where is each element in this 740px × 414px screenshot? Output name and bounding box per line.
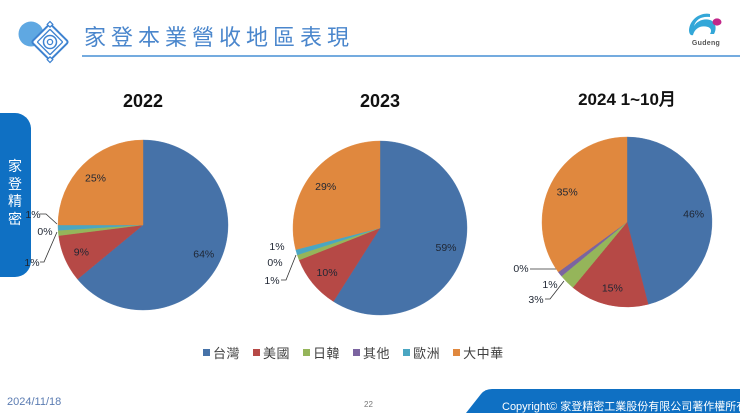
leader-line bbox=[40, 231, 58, 263]
chart-title-2023: 2023 bbox=[359, 91, 401, 111]
leader-line bbox=[545, 280, 565, 300]
legend-swatch-icon bbox=[203, 348, 210, 356]
pie-slice bbox=[77, 139, 229, 311]
pie-slice bbox=[626, 136, 713, 305]
data-label: 0% bbox=[513, 263, 528, 275]
legend-swatch-icon bbox=[353, 348, 361, 356]
legend-label: 日韓 bbox=[313, 345, 341, 361]
legend-item-usa: 美國 bbox=[253, 343, 290, 362]
pie-chart-2: 46% 15% 3% 1% 0% 35% bbox=[513, 136, 713, 308]
chart-title-2024: 2024 1~10月 bbox=[578, 90, 676, 109]
data-label: 64% bbox=[193, 249, 214, 261]
title-underline bbox=[82, 55, 740, 57]
pie-chart-0: 64% 9% 1% 0% 1% 25% bbox=[24, 139, 229, 311]
sidebar-tab-label: 家登精密 bbox=[8, 158, 22, 227]
copyright-text: Copyright© 家登精密工業股份有限公司著作權所有 bbox=[502, 401, 740, 413]
data-label: 25% bbox=[85, 173, 106, 185]
legend-swatch-icon bbox=[403, 348, 411, 356]
data-label: 1% bbox=[264, 275, 279, 287]
legend-label: 台灣 bbox=[213, 345, 241, 361]
diamond-target-icon bbox=[18, 20, 69, 64]
chart-title-2022: 2022 bbox=[122, 91, 164, 111]
page-title: 家登本業營收地區表現 bbox=[84, 25, 355, 50]
data-label: 59% bbox=[435, 242, 456, 254]
pie-slice bbox=[572, 221, 649, 308]
pie-slice bbox=[292, 140, 381, 250]
data-label: 0% bbox=[267, 257, 282, 269]
legend-item-other: 其他 bbox=[353, 343, 390, 362]
logo-text: Gudeng bbox=[691, 40, 721, 47]
data-label: 1% bbox=[269, 241, 284, 253]
leader-line bbox=[40, 213, 58, 225]
data-label: 1% bbox=[542, 279, 557, 291]
data-label: 3% bbox=[528, 294, 543, 306]
legend-label: 美國 bbox=[263, 345, 291, 361]
page-number: 22 bbox=[364, 400, 373, 409]
gudeng-logo-icon bbox=[689, 13, 722, 36]
legend-item-japan-korea: 日韓 bbox=[303, 343, 340, 362]
data-label: 29% bbox=[315, 181, 336, 193]
data-label: 35% bbox=[557, 187, 578, 199]
legend-swatch-icon bbox=[253, 348, 261, 356]
chart-legend: 台灣 美國 日韓 其他 歐洲 大中華 bbox=[203, 343, 517, 361]
data-label: 46% bbox=[683, 209, 704, 221]
legend-label: 大中華 bbox=[463, 345, 504, 361]
leader-line bbox=[281, 254, 297, 281]
data-label: 15% bbox=[602, 283, 623, 295]
legend-label: 歐洲 bbox=[413, 345, 441, 361]
data-label: 9% bbox=[74, 247, 89, 259]
data-label: 1% bbox=[24, 257, 39, 269]
legend-swatch-icon bbox=[453, 348, 461, 356]
pie-slice bbox=[541, 136, 628, 273]
data-label: 1% bbox=[25, 209, 40, 221]
data-label: 0% bbox=[37, 226, 52, 238]
legend-item-greater-china: 大中華 bbox=[453, 343, 504, 362]
footer-date: 2024/11/18 bbox=[7, 396, 62, 408]
pie-chart-1: 59% 10% 1% 0% 1% 29% bbox=[264, 140, 468, 316]
pie-slice bbox=[333, 140, 468, 316]
legend-item-europe: 歐洲 bbox=[403, 343, 440, 362]
legend-item-taiwan: 台灣 bbox=[203, 343, 240, 362]
sidebar-tab[interactable] bbox=[0, 113, 31, 277]
legend-label: 其他 bbox=[363, 345, 391, 361]
pie-slice bbox=[57, 139, 144, 226]
legend-swatch-icon bbox=[303, 348, 311, 356]
data-label: 10% bbox=[317, 267, 338, 279]
